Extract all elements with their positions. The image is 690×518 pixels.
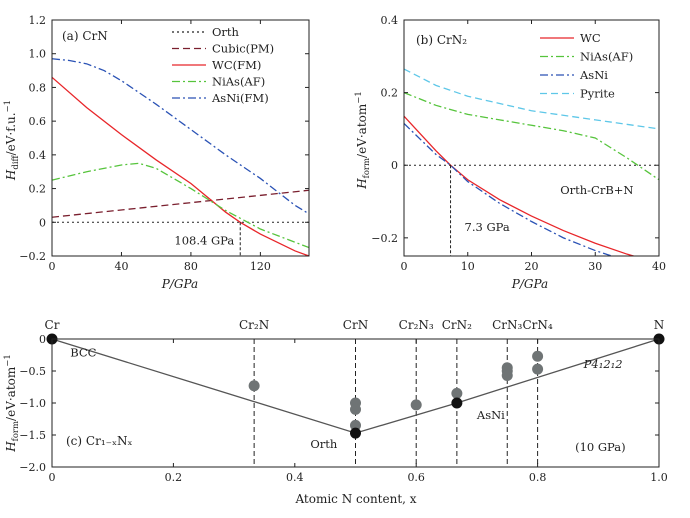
legend-label-orth: Orth <box>212 25 240 39</box>
legend-label-wc: WC <box>580 31 601 45</box>
x-tick-label: 0.8 <box>529 471 547 484</box>
annotation-orth: Orth <box>310 437 338 451</box>
metastable-point <box>350 404 361 415</box>
y-tick-label: −0.2 <box>19 250 46 263</box>
y-tick-label: 1.0 <box>29 48 47 61</box>
x-tick-label: 0.2 <box>165 471 183 484</box>
series-line-asni-fm <box>52 59 309 214</box>
composition-label-crn: CrN₄ <box>522 318 552 332</box>
x-tick-label: 0.6 <box>407 471 425 484</box>
composition-label-crn: CrN <box>343 318 368 332</box>
x-tick-label: 30 <box>588 260 602 273</box>
panel-c-xlabel: Atomic N content, x <box>294 492 416 506</box>
x-tick-label: 0 <box>401 260 408 273</box>
panel-c-label: (c) Cr₁₋ₓNₓ <box>66 434 133 448</box>
y-tick-label: −0.2 <box>371 232 398 245</box>
panel-b-legend: WC NiAs(AF) AsNi Pyrite <box>540 31 633 101</box>
panel-c-convex-hull: 0 0.2 0.4 0.6 0.8 1.0 −2.0 −1.5 −1.0 −0.5 0 Cr Cr₂N… <box>3 318 668 506</box>
composition-label-crn: CrN₂ <box>442 318 472 332</box>
x-tick-label: 120 <box>250 260 271 273</box>
figure-canvas: 0 40 80 120−0.200.20.40.60.81.01.2 (a) CrN … <box>0 0 690 518</box>
panel-b-crn2: 0 10 20 30 40 −0.2 0 0.2 0.4 (b) CrN₂ WC NiAs(AF)… <box>354 14 666 291</box>
panel-b-ylabel: Hform/eV·atom−1 <box>354 91 372 190</box>
y-tick-label: 0 <box>39 333 46 346</box>
annotation-bcc: BCC <box>70 345 96 359</box>
metastable-point <box>411 399 422 410</box>
composition-label-cr-n: Cr₂N <box>239 318 269 332</box>
y-tick-label: −1.0 <box>19 397 46 410</box>
panel-a-crn: 0 40 80 120−0.200.20.40.60.81.01.2 (a) CrN … <box>3 14 309 291</box>
x-tick-label: 1.0 <box>650 471 668 484</box>
y-tick-label: −1.5 <box>19 429 46 442</box>
y-tick-label: 0.8 <box>29 81 47 94</box>
y-tick-label: 0.2 <box>29 183 47 196</box>
panel-a-label: (a) CrN <box>62 29 108 43</box>
y-tick-label: 0.4 <box>29 149 47 162</box>
series-line-nias-af <box>404 93 659 180</box>
metastable-point <box>249 380 260 391</box>
x-tick-label: 0 <box>49 260 56 273</box>
y-tick-label: 0 <box>39 216 46 229</box>
x-tick-label: 80 <box>184 260 198 273</box>
legend-label-nias-af: NiAs(AF) <box>212 75 265 89</box>
annotation-p4-2-2: P4₁2₁2 <box>583 357 623 371</box>
stable-point <box>350 428 361 439</box>
x-tick-label: 20 <box>525 260 539 273</box>
annotation-7-3-gpa: 7.3 GPa <box>465 220 510 234</box>
annotation-108-4-gpa: 108.4 GPa <box>174 233 234 247</box>
metastable-point <box>451 388 462 399</box>
legend-label-cubic-pm: Cubic(PM) <box>212 42 274 56</box>
annotation-asni: AsNi <box>476 408 505 422</box>
x-tick-label: 40 <box>114 260 128 273</box>
panel-a-ylabel: Hdiff/eV·f.u.−1 <box>3 100 21 181</box>
y-tick-label: 0.2 <box>381 87 399 100</box>
series-line-pyrite <box>404 69 659 129</box>
y-tick-label: −0.5 <box>19 365 46 378</box>
x-tick-label: 0 <box>49 471 56 484</box>
x-tick-label: 0.4 <box>286 471 304 484</box>
y-tick-label: 0.6 <box>29 115 47 128</box>
metastable-point <box>532 351 543 362</box>
y-tick-label: 1.2 <box>29 14 47 27</box>
y-tick-label: 0 <box>391 159 398 172</box>
stable-point <box>451 398 462 409</box>
panel-a-xlabel: P/GPa <box>161 277 198 291</box>
series-line-wc-fm <box>52 77 309 256</box>
composition-label-cr-n: Cr₂N₃ <box>399 318 434 332</box>
composition-label-n: N <box>654 318 665 332</box>
y-tick-label: 0.4 <box>381 14 399 27</box>
panel-a-legend: Orth Cubic(PM) WC(FM) NiAs(AF) AsNi(FM) <box>172 25 274 105</box>
convex-hull-line <box>52 339 659 433</box>
x-tick-label: 10 <box>461 260 475 273</box>
composition-label-crn: CrN₃ <box>492 318 522 332</box>
legend-label-asni-fm: AsNi(FM) <box>211 91 269 105</box>
legend-label-nias-af: NiAs(AF) <box>580 50 633 64</box>
x-tick-label: 40 <box>652 260 666 273</box>
panel-b-label: (b) CrN₂ <box>416 33 467 47</box>
annotation-orth-crb-n: Orth-CrB+N <box>560 183 633 197</box>
panel-b-xlabel: P/GPa <box>511 277 548 291</box>
composition-label-cr: Cr <box>45 318 60 332</box>
metastable-point <box>532 364 543 375</box>
metastable-point <box>502 370 513 381</box>
legend-label-asni: AsNi <box>579 68 608 82</box>
legend-label-wc-fm: WC(FM) <box>212 58 261 72</box>
legend-label-pyrite: Pyrite <box>580 87 615 101</box>
annotation-10-gpa: (10 GPa) <box>575 440 626 454</box>
series-line-cubic-pm <box>52 190 309 217</box>
y-tick-label: −2.0 <box>19 461 46 474</box>
